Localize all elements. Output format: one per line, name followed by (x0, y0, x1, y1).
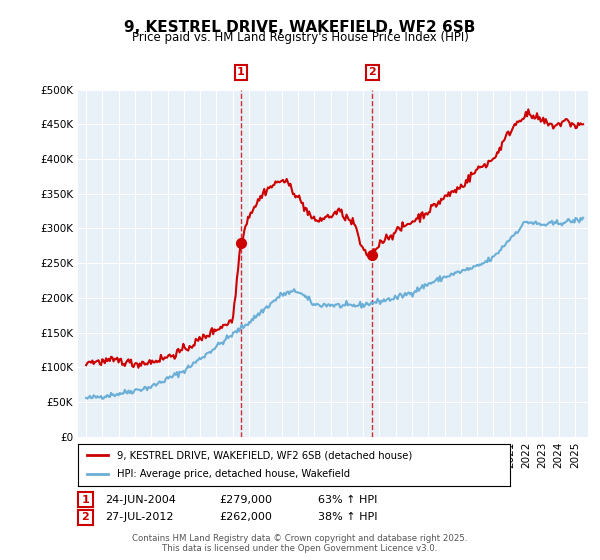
Text: Contains HM Land Registry data © Crown copyright and database right 2025.
This d: Contains HM Land Registry data © Crown c… (132, 534, 468, 553)
Text: 2: 2 (82, 512, 89, 522)
Text: 38% ↑ HPI: 38% ↑ HPI (318, 512, 377, 522)
Text: HPI: Average price, detached house, Wakefield: HPI: Average price, detached house, Wake… (117, 469, 350, 479)
Text: 9, KESTREL DRIVE, WAKEFIELD, WF2 6SB (detached house): 9, KESTREL DRIVE, WAKEFIELD, WF2 6SB (de… (117, 450, 412, 460)
Text: 1: 1 (237, 67, 244, 77)
Text: 27-JUL-2012: 27-JUL-2012 (105, 512, 173, 522)
Text: £279,000: £279,000 (219, 494, 272, 505)
Text: 2: 2 (368, 67, 376, 77)
Text: Price paid vs. HM Land Registry's House Price Index (HPI): Price paid vs. HM Land Registry's House … (131, 31, 469, 44)
Text: 1: 1 (82, 494, 89, 505)
Text: £262,000: £262,000 (219, 512, 272, 522)
Text: 63% ↑ HPI: 63% ↑ HPI (318, 494, 377, 505)
Text: 24-JUN-2004: 24-JUN-2004 (105, 494, 176, 505)
Text: 9, KESTREL DRIVE, WAKEFIELD, WF2 6SB: 9, KESTREL DRIVE, WAKEFIELD, WF2 6SB (124, 20, 476, 35)
